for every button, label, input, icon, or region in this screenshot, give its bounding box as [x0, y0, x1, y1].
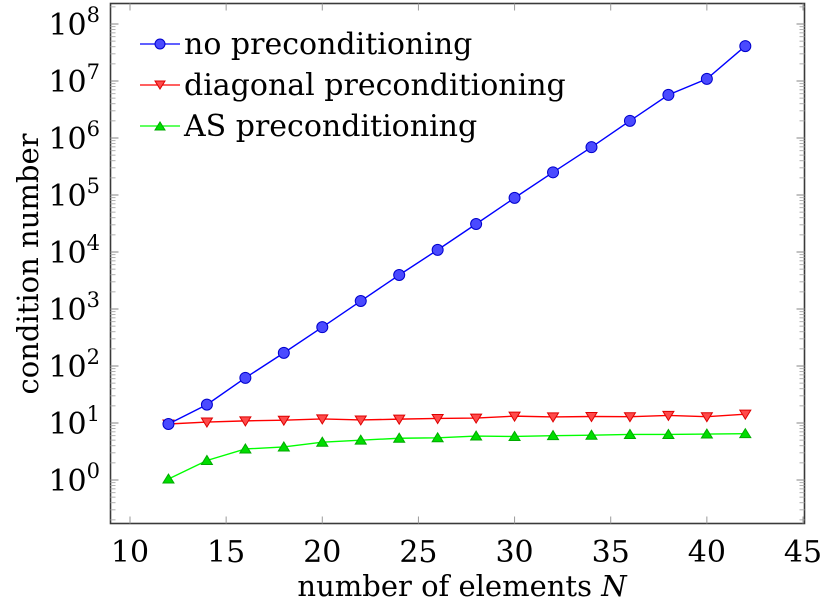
x-tick-label: 30 — [495, 535, 533, 570]
data-point — [238, 416, 252, 427]
y-tick-label: 101 — [48, 402, 100, 442]
data-point — [623, 428, 637, 439]
circle-marker-icon — [154, 38, 166, 50]
series-no-preconditioning — [162, 40, 752, 431]
x-tick-label: 40 — [688, 535, 726, 570]
plot-area — [109, 2, 806, 525]
data-point — [623, 412, 637, 423]
y-tick-labels: 100 101 102 103 104 105 106 107 108 — [48, 3, 100, 499]
data-point — [700, 72, 713, 85]
series-as-preconditioning — [162, 427, 752, 484]
x-axis-variable: N — [600, 569, 628, 603]
data-point — [585, 412, 598, 423]
data-point — [469, 430, 483, 441]
data-point — [431, 431, 445, 443]
data-point — [277, 346, 290, 359]
data-point — [470, 217, 483, 230]
x-tick-labels: 10 15 20 25 30 35 40 45 — [111, 535, 822, 570]
data-point — [277, 415, 291, 427]
triangle-down-marker-icon — [154, 80, 166, 90]
data-point — [431, 413, 445, 425]
data-point — [585, 141, 598, 154]
data-point — [354, 415, 368, 426]
x-tick-label: 10 — [111, 535, 149, 570]
data-point — [738, 409, 752, 421]
data-point — [469, 413, 483, 425]
data-point — [354, 434, 368, 445]
y-tick-label: 100 — [48, 459, 100, 499]
x-tick-label: 25 — [399, 535, 437, 570]
axis-ticks — [110, 3, 805, 524]
data-point — [431, 243, 444, 256]
legend: no preconditioning diagonal precondition… — [140, 27, 566, 144]
y-axis-label: condition number — [11, 133, 45, 394]
data-point — [239, 371, 252, 384]
series-diagonal-preconditioning — [162, 409, 752, 430]
x-tick-label: 20 — [303, 535, 341, 570]
data-point — [508, 191, 521, 204]
data-point — [700, 428, 714, 439]
data-point — [508, 430, 521, 441]
data-point — [662, 410, 675, 422]
data-point — [392, 414, 406, 426]
data-point — [162, 473, 175, 484]
legend-label: AS preconditioning — [183, 109, 477, 144]
data-point — [585, 429, 598, 440]
data-point — [200, 454, 214, 465]
triangle-up-marker-icon — [154, 121, 166, 131]
y-tick-label: 105 — [48, 174, 100, 214]
data-point — [200, 398, 213, 411]
legend-item-diagonal-preconditioning: diagonal preconditioning — [140, 68, 566, 103]
data-point — [315, 436, 329, 447]
y-tick-label: 102 — [48, 345, 100, 385]
data-point — [200, 417, 214, 428]
legend-label: diagonal preconditioning — [184, 68, 566, 103]
data-point — [623, 114, 636, 127]
data-point — [547, 166, 560, 179]
x-tick-label: 15 — [207, 535, 245, 570]
x-tick-label: 35 — [592, 535, 630, 570]
y-tick-label: 108 — [48, 3, 100, 43]
data-point — [354, 295, 367, 308]
y-tick-label: 107 — [48, 60, 100, 100]
data-point — [738, 427, 752, 439]
x-axis-label: number of elements N — [297, 569, 628, 603]
data-point — [662, 88, 675, 101]
data-point — [162, 418, 175, 431]
y-tick-label: 104 — [48, 231, 100, 271]
data-point — [546, 429, 560, 441]
data-point — [277, 440, 291, 452]
series-layer — [162, 40, 752, 484]
y-tick-label: 106 — [48, 117, 100, 157]
data-point — [238, 443, 252, 454]
data-point — [546, 412, 560, 423]
data-point — [392, 432, 406, 443]
legend-label: no preconditioning — [184, 27, 472, 62]
data-point — [393, 268, 406, 281]
y-minor-ticks — [110, 6, 805, 521]
x-tick-label: 45 — [784, 535, 822, 570]
legend-item-no-preconditioning: no preconditioning — [140, 27, 472, 62]
y-tick-label: 103 — [48, 288, 100, 328]
data-point — [662, 428, 675, 439]
legend-item-as-preconditioning: AS preconditioning — [140, 109, 477, 144]
data-point — [700, 412, 714, 423]
data-point — [316, 321, 329, 334]
data-point — [508, 411, 521, 423]
data-point — [739, 40, 752, 53]
data-point — [315, 414, 329, 425]
